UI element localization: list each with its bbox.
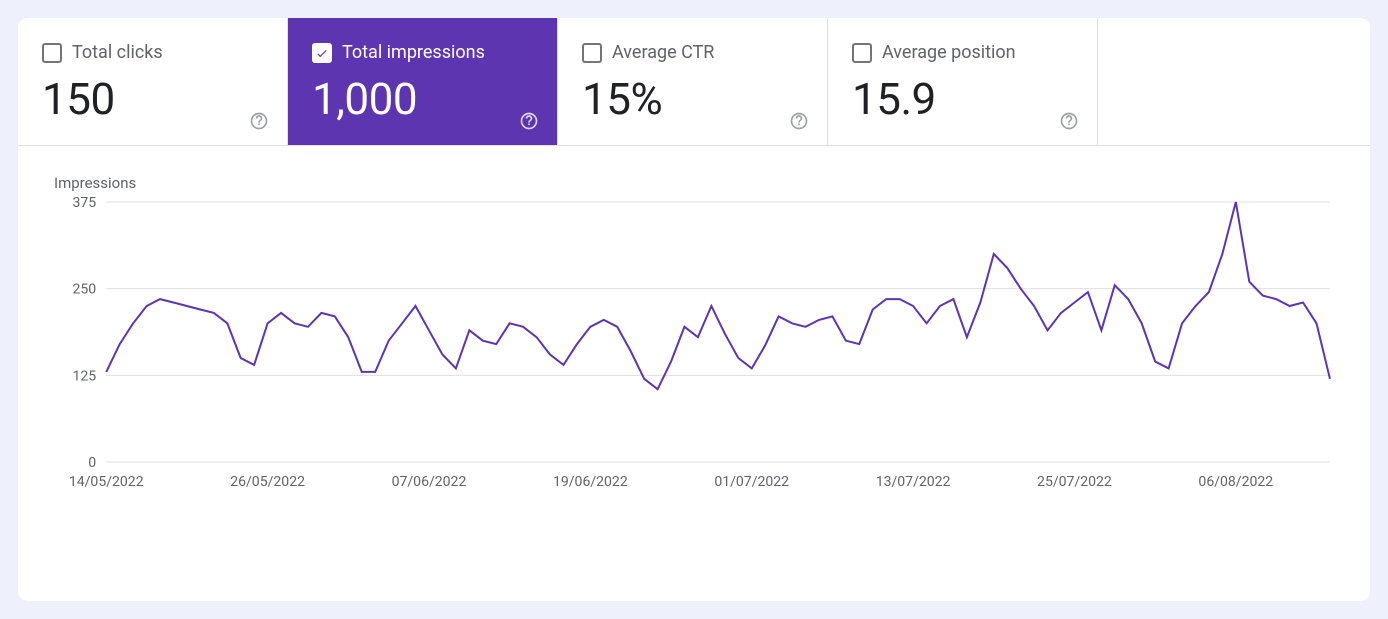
card-value: 1,000 xyxy=(312,73,533,125)
checkbox-icon[interactable] xyxy=(582,43,602,63)
x-tick-label: 14/05/2022 xyxy=(69,474,144,490)
metric-card-average-position[interactable]: Average position 15.9 xyxy=(828,18,1098,145)
help-icon[interactable] xyxy=(1059,111,1079,131)
help-icon[interactable] xyxy=(519,111,539,131)
checkbox-icon[interactable] xyxy=(42,43,62,63)
chart-area: Impressions 0 125 250 375 14/05/2022 26/05/20… xyxy=(18,146,1370,516)
x-tick-label: 26/05/2022 xyxy=(230,474,305,490)
card-header: Average position xyxy=(852,42,1073,63)
x-tick-label: 25/07/2022 xyxy=(1037,474,1112,490)
chart-title: Impressions xyxy=(54,174,1340,192)
help-icon[interactable] xyxy=(789,111,809,131)
x-tick-label: 13/07/2022 xyxy=(876,474,951,490)
help-icon[interactable] xyxy=(249,111,269,131)
x-tick-label: 01/07/2022 xyxy=(714,474,789,490)
card-header: Total impressions xyxy=(312,42,533,63)
y-tick-label: 250 xyxy=(73,282,97,298)
card-value: 150 xyxy=(42,73,263,125)
metric-card-average-ctr[interactable]: Average CTR 15% xyxy=(558,18,828,145)
impressions-series-line xyxy=(106,202,1330,389)
y-tick-label: 0 xyxy=(88,455,96,471)
analytics-panel: Total clicks 150 Total impressions 1,000 Ave… xyxy=(18,18,1370,601)
card-label: Average position xyxy=(882,42,1016,63)
metric-card-total-clicks[interactable]: Total clicks 150 xyxy=(18,18,288,145)
metric-card-total-impressions[interactable]: Total impressions 1,000 xyxy=(288,18,558,145)
checkbox-icon[interactable] xyxy=(312,43,332,63)
impressions-line-chart: 0 125 250 375 14/05/2022 26/05/2022 07/06/2022… xyxy=(54,196,1340,496)
card-label: Total impressions xyxy=(342,42,485,63)
x-tick-label: 07/06/2022 xyxy=(392,474,467,490)
card-label: Average CTR xyxy=(612,42,714,63)
x-tick-label: 06/08/2022 xyxy=(1198,474,1273,490)
x-tick-label: 19/06/2022 xyxy=(553,474,628,490)
card-header: Total clicks xyxy=(42,42,263,63)
metric-cards-row: Total clicks 150 Total impressions 1,000 Ave… xyxy=(18,18,1370,146)
card-label: Total clicks xyxy=(72,42,163,63)
card-value: 15% xyxy=(582,73,803,125)
card-header: Average CTR xyxy=(582,42,803,63)
y-tick-label: 375 xyxy=(73,196,97,211)
y-tick-label: 125 xyxy=(73,368,97,384)
checkbox-icon[interactable] xyxy=(852,43,872,63)
card-value: 15.9 xyxy=(852,73,1073,125)
